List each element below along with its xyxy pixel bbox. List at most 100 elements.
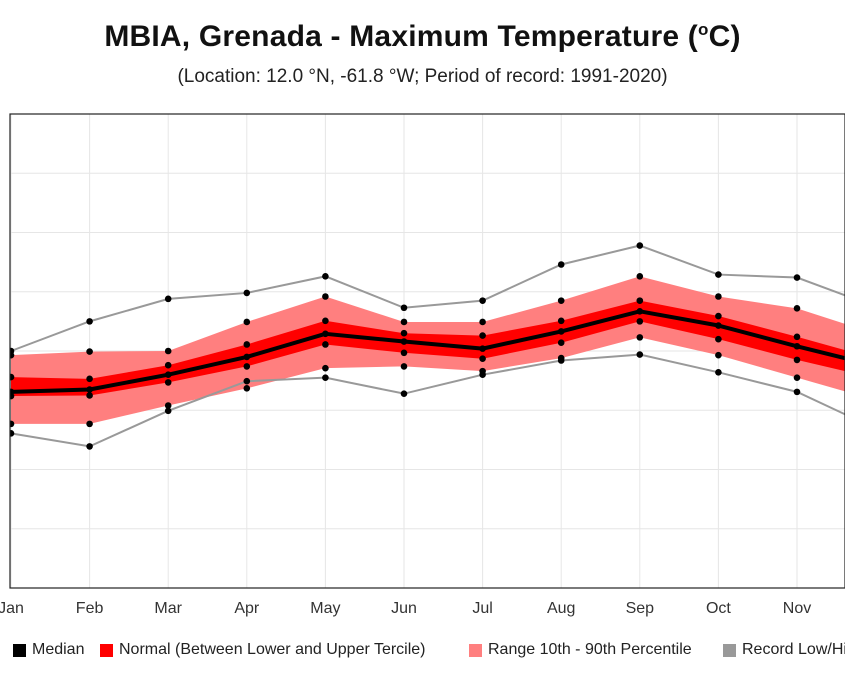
point-median: [86, 386, 93, 393]
point-upper-tercile: [793, 333, 801, 341]
point-record-high: [400, 304, 408, 312]
point-record-low: [86, 443, 93, 450]
point-upper-tercile: [479, 332, 486, 339]
point-upper-tercile: [636, 297, 644, 304]
point-upper-tercile: [164, 361, 172, 369]
point-lower-tercile: [479, 355, 486, 363]
point-upper-tercile: [557, 317, 565, 325]
point-p10: [636, 334, 644, 341]
legend-label-normal: Normal (Between Lower and Upper Tercile): [119, 641, 426, 658]
point-p90: [86, 348, 93, 355]
point-lower-tercile: [86, 392, 93, 399]
point-record-low: [479, 371, 486, 379]
point-record-high: [479, 297, 486, 304]
legend-label-record: Record Low/High: [742, 641, 845, 658]
point-record-low: [557, 357, 565, 364]
point-median: [400, 338, 408, 345]
x-tick-label: May: [310, 600, 340, 617]
chart-subtitle: (Location: 12.0 °N, -61.8 °W; Period of …: [177, 66, 668, 87]
legend-label-median: Median: [32, 641, 85, 658]
legend-swatch-record: [723, 643, 736, 657]
point-upper-tercile: [400, 329, 408, 337]
point-median: [793, 342, 801, 350]
point-p10: [400, 363, 408, 370]
point-lower-tercile: [636, 318, 644, 325]
normal-tercile-band: [11, 300, 845, 397]
legend-item-record: Record Low/High: [723, 641, 845, 659]
point-p10: [243, 385, 251, 392]
chart-legend: Median Normal (Between Lower and Upper T…: [0, 641, 845, 667]
point-lower-tercile: [557, 339, 565, 347]
point-lower-tercile: [164, 379, 172, 386]
x-tick-label: Jan: [0, 600, 24, 617]
point-p10: [793, 374, 801, 381]
point-record-low: [636, 351, 644, 358]
point-record-high: [636, 242, 644, 249]
point-p90: [164, 347, 172, 355]
point-record-low: [715, 369, 722, 376]
point-upper-tercile: [243, 341, 251, 348]
point-record-low: [400, 390, 408, 397]
point-p90: [793, 305, 801, 312]
point-p10: [164, 402, 172, 409]
point-p90: [400, 318, 408, 326]
point-upper-tercile: [86, 375, 93, 383]
point-lower-tercile: [322, 341, 329, 348]
temperature-chart: JanFebMarAprMayJunJulAugSepOctNovDec: [0, 113, 845, 617]
point-median: [479, 345, 486, 352]
plot-area: [10, 242, 845, 450]
point-p90: [636, 273, 644, 280]
point-record-low: [793, 388, 801, 396]
plot-frame: [9, 113, 845, 589]
point-lower-tercile: [715, 335, 722, 343]
point-p90: [243, 318, 251, 326]
point-record-high: [322, 273, 329, 280]
point-lower-tercile: [793, 356, 801, 364]
record-high-line: [10, 244, 845, 352]
point-p90: [479, 318, 486, 326]
record-low-line: [10, 353, 845, 448]
legend-swatch-range: [469, 643, 482, 657]
point-median: [164, 371, 172, 379]
point-upper-tercile: [322, 317, 329, 325]
point-p10: [86, 420, 93, 428]
legend-item-normal: Normal (Between Lower and Upper Tercile): [100, 641, 426, 659]
point-p90: [715, 293, 722, 300]
x-tick-label: Jul: [472, 600, 492, 617]
point-record-high: [793, 274, 801, 281]
legend-swatch-normal: [100, 643, 113, 657]
point-p90: [322, 293, 329, 300]
point-lower-tercile: [10, 392, 15, 400]
x-tick-label: Feb: [76, 600, 104, 617]
point-record-low: [164, 407, 172, 415]
chart-title-unit: C): [708, 20, 741, 53]
point-record-high: [243, 289, 251, 297]
point-record-high: [86, 318, 93, 325]
x-tick-label: Mar: [154, 600, 182, 617]
point-p10: [715, 351, 722, 359]
chart-title-degree: o: [697, 20, 709, 39]
point-median: [322, 330, 329, 338]
median-line: [10, 309, 845, 394]
point-record-high: [164, 295, 172, 303]
x-tick-label: Aug: [547, 600, 575, 617]
point-record-low: [243, 377, 251, 385]
point-median: [715, 322, 722, 329]
x-tick-label: Jun: [391, 600, 417, 617]
x-tick-label: Apr: [234, 600, 260, 617]
legend-swatch-median: [13, 643, 26, 657]
point-record-high: [715, 271, 722, 278]
x-tick-label: Sep: [626, 600, 655, 617]
point-record-low: [10, 430, 15, 437]
point-median: [243, 353, 251, 361]
chart-title-text: MBIA, Grenada - Maximum Temperature (: [104, 20, 698, 53]
point-median: [636, 308, 644, 315]
point-upper-tercile: [10, 373, 15, 381]
x-tick-label: Oct: [706, 600, 731, 617]
point-p90: [10, 351, 15, 359]
point-record-high: [557, 261, 565, 268]
point-lower-tercile: [243, 363, 251, 370]
chart-title: MBIA, Grenada - Maximum Temperature (oC): [0, 20, 845, 54]
x-tick-label: Nov: [783, 600, 811, 617]
legend-label-range: Range 10th - 90th Percentile: [488, 641, 692, 658]
